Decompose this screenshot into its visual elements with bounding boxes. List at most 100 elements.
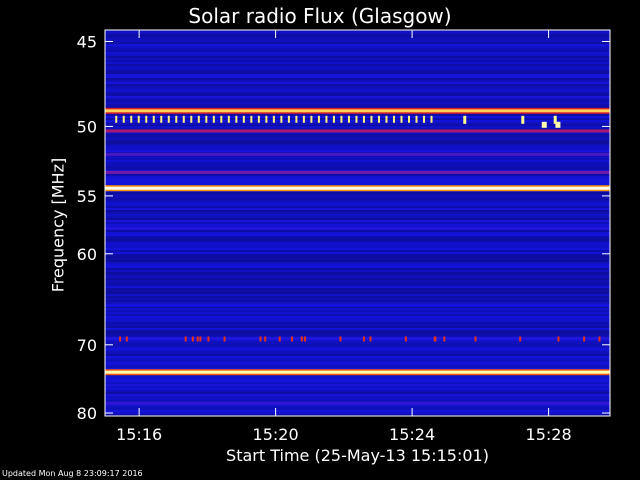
noise-row (105, 262, 610, 264)
noise-row (105, 280, 610, 282)
noise-row (105, 42, 610, 44)
noise-row (105, 58, 610, 60)
burst-mark (160, 115, 163, 123)
noise-row (105, 164, 610, 166)
noise-row (105, 134, 610, 136)
noise-row (105, 72, 610, 74)
noise-row (105, 408, 610, 410)
noise-row (105, 366, 610, 368)
noise-row (105, 142, 610, 144)
noise-row (105, 256, 610, 258)
x-tick-label: 15:28 (526, 425, 572, 444)
speckle (223, 336, 226, 342)
noise-row (105, 132, 610, 134)
noise-row (105, 380, 610, 382)
noise-row (105, 360, 610, 362)
speckle (278, 336, 281, 342)
speckle (300, 336, 303, 342)
noise-row (105, 270, 610, 272)
noise-row (105, 362, 610, 364)
noise-row (105, 260, 610, 262)
noise-row (105, 342, 610, 344)
noise-row (105, 344, 610, 346)
burst-mark (302, 115, 305, 123)
noise-row (105, 300, 610, 302)
noise-row (105, 334, 610, 336)
burst-mark (235, 115, 238, 123)
burst-mark (137, 115, 140, 123)
plot-frame (104, 29, 611, 417)
noise-row (105, 158, 610, 160)
x-tick-label: 15:20 (253, 425, 299, 444)
noise-row (105, 66, 610, 68)
x-axis-label: Start Time (25-May-13 15:15:01) (226, 446, 489, 465)
noise-row (105, 352, 610, 354)
noise-row (105, 146, 610, 148)
noise-row (105, 116, 610, 118)
noise-row (105, 106, 610, 108)
noise-row (105, 282, 610, 284)
noise-row (105, 150, 610, 152)
noise-row (105, 268, 610, 270)
faint-band (105, 336, 610, 340)
noise-row (105, 368, 610, 370)
noise-row (105, 298, 610, 300)
chart-title: Solar radio Flux (Glasgow) (188, 4, 452, 28)
x-tick-label: 15:16 (116, 425, 162, 444)
noise-row (105, 64, 610, 66)
noise-row (105, 412, 610, 414)
noise-row (105, 406, 610, 408)
noise-row (105, 242, 610, 244)
noise-row (105, 192, 610, 194)
noise-row (105, 236, 610, 238)
noise-row (105, 160, 610, 162)
burst-mark (325, 115, 328, 123)
noise-row (105, 376, 610, 378)
burst-mark (347, 115, 350, 123)
bright-band (105, 109, 610, 113)
faint-band (105, 170, 610, 174)
noise-row (105, 88, 610, 90)
noise-row (105, 354, 610, 356)
noise-row (105, 74, 610, 76)
noise-row (105, 306, 610, 308)
noise-row (105, 246, 610, 248)
speckle (259, 336, 262, 342)
noise-row (105, 320, 610, 322)
noise-row (105, 196, 610, 198)
noise-row (105, 34, 610, 36)
x-axis: 15:16 15:20 15:24 15:28 (116, 30, 572, 444)
burst-mark (332, 115, 335, 123)
burst-mark (265, 115, 268, 123)
noise-row (105, 156, 610, 158)
speckle (304, 336, 307, 342)
noise-row (105, 378, 610, 380)
y-axis-label: Frequency [MHz] (48, 157, 68, 293)
burst-mark (190, 115, 193, 123)
noise-row (105, 222, 610, 224)
noise-row (105, 36, 610, 38)
speckle (290, 336, 293, 342)
speckle (207, 336, 210, 342)
noise-row (105, 414, 610, 416)
noise-row (105, 390, 610, 392)
noise-row (105, 206, 610, 208)
noise-row (105, 332, 610, 334)
burst-mark (205, 115, 208, 123)
noise-row (105, 350, 610, 352)
speckle (583, 336, 586, 342)
speckle (557, 336, 560, 342)
noise-row (105, 396, 610, 398)
noise-row (105, 276, 610, 278)
noise-row (105, 238, 610, 240)
updated-timestamp: Updated Mon Aug 8 23:09:17 2016 (2, 469, 143, 478)
noise-row (105, 118, 610, 120)
burst-mark (122, 115, 125, 123)
noise-row (105, 214, 610, 216)
noise-row (105, 248, 610, 250)
y-axis: 45 50 55 60 70 80 (77, 32, 610, 423)
noise-row (105, 76, 610, 78)
bright-band (105, 186, 610, 190)
y-tick-label: 45 (77, 32, 97, 51)
speckle (264, 336, 267, 342)
